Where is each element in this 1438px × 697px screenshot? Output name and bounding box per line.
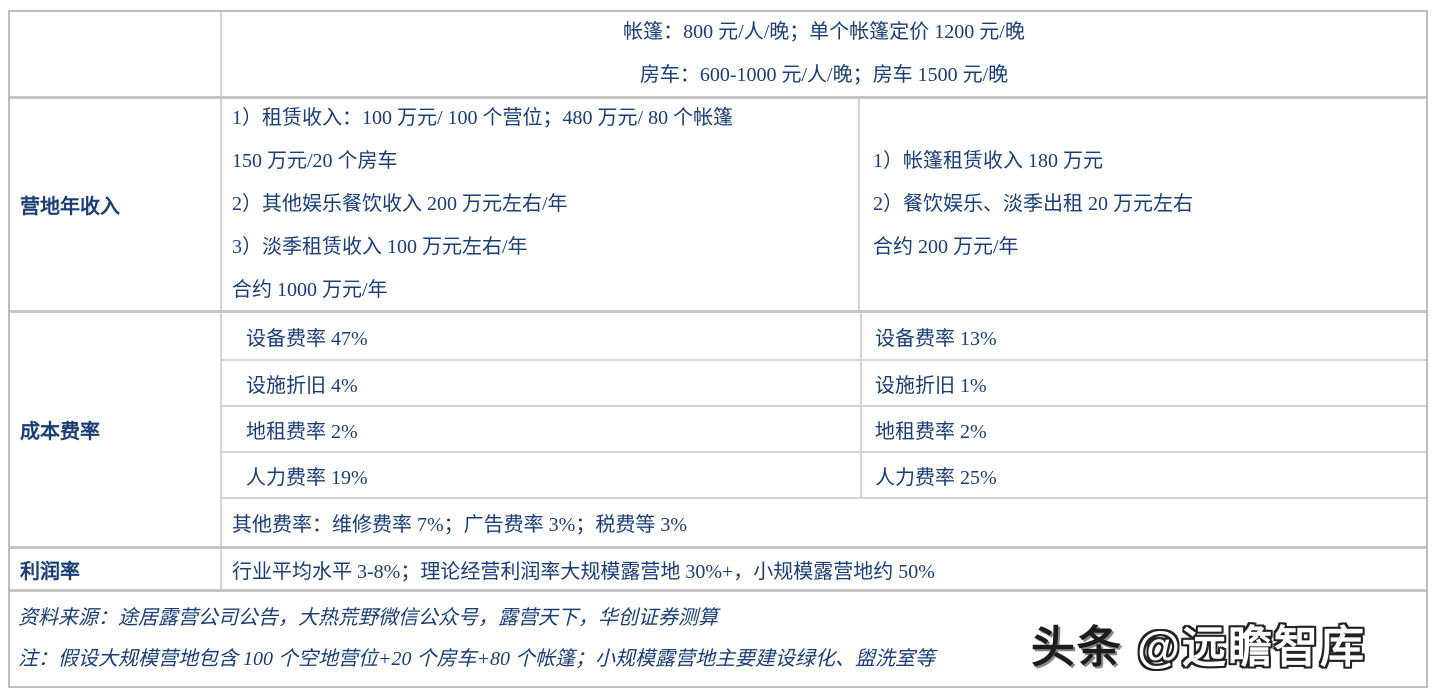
depreciation-rate-small: 设施折旧 1% bbox=[860, 361, 1426, 405]
revenue-line: 150 万元/20 个房车 bbox=[232, 150, 398, 172]
camping-economics-table: 帐篷：800 元/人/晚；单个帐篷定价 1200 元/晚 房车：600-1000… bbox=[8, 10, 1428, 688]
land-rent-rate-small: 地租费率 2% bbox=[860, 407, 1426, 451]
revenue-line: 1）帐篷租赁收入 180 万元 bbox=[873, 150, 1103, 172]
labor-rate-small: 人力费率 25% bbox=[860, 453, 1426, 497]
pricing-header-row: 帐篷：800 元/人/晚；单个帐篷定价 1200 元/晚 房车：600-1000… bbox=[10, 12, 1426, 96]
profit-margin-label: 利润率 bbox=[20, 560, 80, 583]
cost-rate-row: 成本费率 设备费率 47% 设备费率 13% 设施折旧 4% 设施折旧 1% 地… bbox=[10, 310, 1426, 546]
revenue-line: 合约 200 万元/年 bbox=[873, 236, 1019, 258]
profit-margin-value: 行业平均水平 3-8%；理论经营利润率大规模露营地 30%+，小规模露营地约 5… bbox=[220, 549, 1426, 589]
cost-rate-label: 成本费率 bbox=[20, 421, 100, 443]
pricing-header-cell: 帐篷：800 元/人/晚；单个帐篷定价 1200 元/晚 房车：600-1000… bbox=[220, 12, 1426, 96]
cost-row-depreciation: 设施折旧 4% 设施折旧 1% bbox=[222, 359, 1426, 405]
labor-rate-large: 人力费率 19% bbox=[246, 466, 368, 489]
annual-revenue-label: 营地年收入 bbox=[20, 196, 120, 218]
equipment-rate-large: 设备费率 47% bbox=[246, 327, 368, 350]
annual-revenue-large-camp-cell: 1）租赁收入：100 万元/ 100 个营位；480 万元/ 80 个帐篷 15… bbox=[220, 99, 858, 310]
revenue-line: 合约 1000 万元/年 bbox=[232, 279, 388, 301]
tent-pricing-line: 帐篷：800 元/人/晚；单个帐篷定价 1200 元/晚 bbox=[623, 21, 1025, 43]
watermark-handle-text: @远瞻智库 bbox=[1137, 623, 1366, 672]
rv-pricing-line: 房车：600-1000 元/人/晚；房车 1500 元/晚 bbox=[639, 64, 1009, 86]
cost-row-land-rent: 地租费率 2% 地租费率 2% bbox=[222, 405, 1426, 451]
land-rent-rate-large: 地租费率 2% bbox=[246, 420, 358, 443]
revenue-line: 3）淡季租赁收入 100 万元左右/年 bbox=[232, 236, 528, 258]
cost-rate-subtable: 设备费率 47% 设备费率 13% 设施折旧 4% 设施折旧 1% 地租费率 2… bbox=[220, 313, 1426, 546]
annual-revenue-row: 营地年收入 1）租赁收入：100 万元/ 100 个营位；480 万元/ 80 … bbox=[10, 96, 1426, 310]
other-cost-rates: 其他费率：维修费率 7%；广告费率 3%；税费等 3% bbox=[222, 497, 1426, 546]
toutiao-watermark: 头条 @远瞻智库 bbox=[1031, 611, 1366, 675]
revenue-line: 2）其他娱乐餐饮收入 200 万元左右/年 bbox=[232, 193, 568, 215]
revenue-line: 2）餐饮娱乐、淡季出租 20 万元左右 bbox=[873, 193, 1193, 215]
data-source-note: 资料来源：途居露营公司公告，大热荒野微信公众号，露营天下，华创证券测算 bbox=[18, 607, 718, 629]
cost-row-equipment: 设备费率 47% 设备费率 13% bbox=[222, 313, 1426, 359]
revenue-line: 1）租赁收入：100 万元/ 100 个营位；480 万元/ 80 个帐篷 bbox=[232, 107, 734, 129]
profit-margin-row: 利润率 行业平均水平 3-8%；理论经营利润率大规模露营地 30%+，小规模露营… bbox=[10, 546, 1426, 589]
equipment-rate-small: 设备费率 13% bbox=[860, 313, 1426, 359]
notes-row: 资料来源：途居露营公司公告，大热荒野微信公众号，露营天下，华创证券测算 注：假设… bbox=[10, 589, 1426, 686]
cost-row-labor: 人力费率 19% 人力费率 25% bbox=[222, 451, 1426, 497]
pricing-header-empty-label-cell bbox=[10, 12, 220, 96]
assumption-note: 注：假设大规模营地包含 100 个空地营位+20 个房车+80 个帐篷；小规模露… bbox=[18, 648, 935, 670]
watermark-brand-text: 头条 bbox=[1030, 623, 1138, 672]
annual-revenue-small-camp-cell: 1）帐篷租赁收入 180 万元 2）餐饮娱乐、淡季出租 20 万元左右 合约 2… bbox=[858, 99, 1426, 310]
depreciation-rate-large: 设施折旧 4% bbox=[246, 374, 358, 397]
